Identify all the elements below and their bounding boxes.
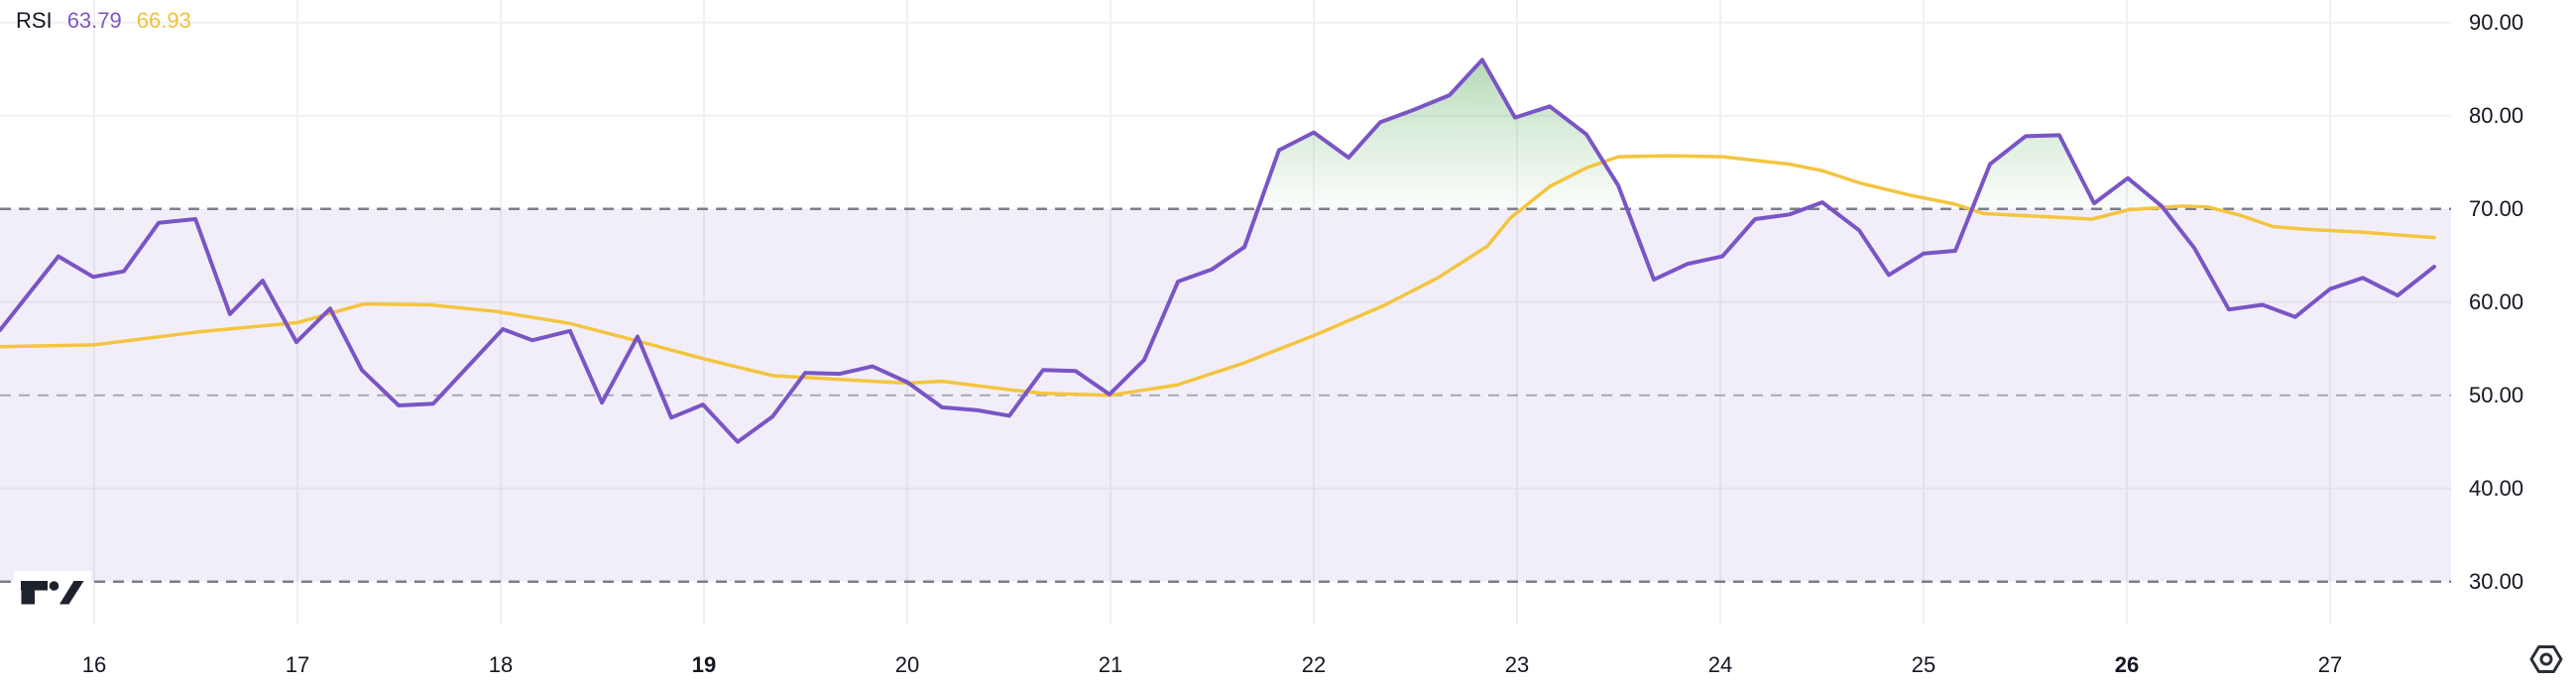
price-scale-label-60.00: 60.00	[2469, 288, 2524, 314]
time-scale-label-16: 16	[81, 652, 107, 677]
time-scale-label-21: 21	[1098, 652, 1123, 677]
indicator-title: RSI	[16, 8, 53, 33]
price-scale-label-50.00: 50.00	[2469, 382, 2524, 407]
time-scale-label-19: 19	[691, 652, 717, 677]
rsi-last-value: 63.79	[66, 8, 122, 33]
settings-gear-icon[interactable]	[2527, 642, 2565, 676]
overbought-area-fill	[1257, 59, 1627, 209]
price-scale-label-30.00: 30.00	[2469, 568, 2524, 594]
time-scale-label-26: 26	[2114, 652, 2140, 677]
tradingview-logo-glyph	[21, 581, 84, 605]
rsi-chart-canvas[interactable]	[0, 0, 2451, 625]
time-scale-label-20: 20	[894, 652, 920, 677]
price-scale-label-40.00: 40.00	[2469, 475, 2524, 501]
overbought-area-fill	[1971, 135, 2165, 209]
indicator-legend: RSI 63.79 66.93	[16, 8, 191, 34]
time-scale-label-18: 18	[488, 652, 514, 677]
gear-nut-icon	[2529, 645, 2563, 673]
price-scale[interactable]: 90.00 80.00 70.00 60.00 50.00 40.00 30.00	[2451, 0, 2576, 625]
time-scale-label-24: 24	[1707, 652, 1733, 677]
price-scale-label-80.00: 80.00	[2469, 102, 2524, 128]
time-scale-label-22: 22	[1301, 652, 1327, 677]
price-scale-label-90.00: 90.00	[2469, 9, 2524, 35]
time-scale-label-27: 27	[2317, 652, 2343, 677]
rsi-line	[0, 57, 2436, 444]
price-scale-label-70.00: 70.00	[2469, 195, 2524, 221]
time-scale-label-25: 25	[1911, 652, 1936, 677]
time-scale-label-17: 17	[285, 652, 310, 677]
ma-last-value: 66.93	[136, 8, 191, 33]
time-scale-label-23: 23	[1504, 652, 1530, 677]
tradingview-logo[interactable]	[14, 571, 91, 615]
time-scale[interactable]: 16 17 18 19 20 21 22 23 24 25 26 27	[0, 625, 2576, 686]
